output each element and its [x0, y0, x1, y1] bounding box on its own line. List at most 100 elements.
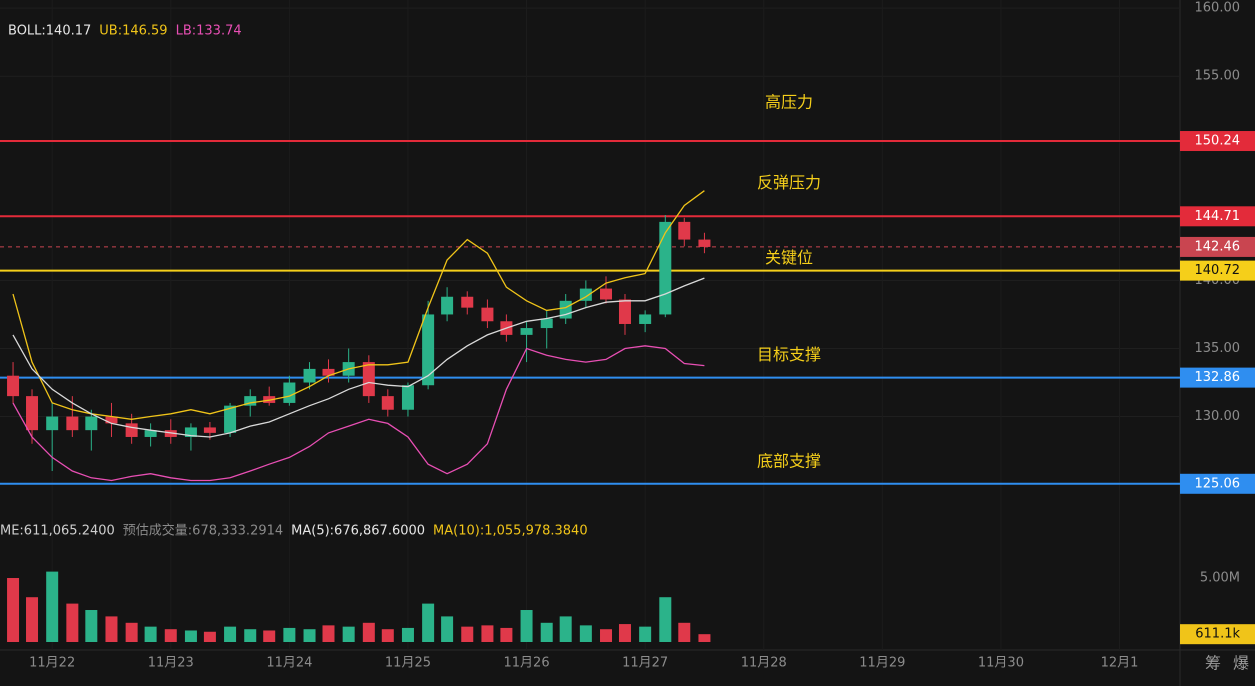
x-tick-label: 11月27	[622, 656, 668, 671]
volume-bar	[322, 625, 335, 642]
candle-body	[203, 427, 216, 433]
volume-bar	[303, 629, 316, 642]
volume-bar	[362, 622, 375, 642]
price-badge	[1180, 206, 1255, 227]
candle-body	[144, 430, 157, 437]
x-tick-label: 11月25	[385, 656, 431, 671]
price-badge	[1180, 367, 1255, 388]
volume-bar	[224, 626, 237, 642]
x-tick-label: 11月30	[978, 656, 1024, 671]
candle-body	[481, 307, 494, 322]
legend-item: LB:133.74	[176, 24, 242, 39]
volume-bar	[381, 629, 394, 642]
price-badge-label: 144.71	[1195, 209, 1241, 224]
candle-body	[26, 396, 39, 431]
level-annotation: 反弹压力	[757, 173, 821, 192]
candle-body	[401, 385, 414, 410]
volume-bar	[46, 571, 59, 642]
x-tick-label: 12月1	[1101, 656, 1139, 671]
volume-bar	[461, 626, 474, 642]
x-tick-label: 11月23	[148, 656, 194, 671]
y-tick-label: 135.00	[1195, 341, 1241, 356]
volume-bar	[678, 622, 691, 642]
candle-body	[422, 314, 435, 386]
price-badge	[1180, 131, 1255, 152]
volume-bar	[618, 624, 631, 642]
boll-line	[12, 345, 705, 482]
candle-body	[540, 318, 553, 329]
candle-body	[283, 382, 296, 403]
candle-body	[461, 296, 474, 308]
volume-bar	[698, 634, 711, 642]
candle-body	[164, 430, 177, 437]
legend-item: BOLL:140.17	[8, 24, 91, 39]
candle-body	[659, 221, 672, 315]
volume-bar	[579, 625, 592, 642]
toolbar-icon: 筹	[1205, 654, 1221, 673]
volume-legend-item: ME:611,065.2400	[0, 524, 115, 539]
volume-bar	[125, 622, 138, 642]
x-tick-label: 11月24	[266, 656, 312, 671]
volume-bar	[659, 597, 672, 642]
candle-body	[85, 416, 98, 431]
volume-legend-item: 预估成交量:678,333.2914	[123, 523, 283, 539]
volume-legend-item: MA(10):1,055,978.3840	[433, 524, 588, 539]
candle-body	[303, 368, 316, 383]
volume-bar	[600, 629, 613, 642]
candle-body	[66, 416, 79, 431]
volume-bar	[422, 603, 435, 642]
volume-bar	[85, 610, 98, 642]
volume-bar	[540, 622, 553, 642]
y-tick-label: 155.00	[1195, 69, 1241, 84]
candle-body	[381, 396, 394, 410]
x-tick-label: 11月26	[504, 656, 550, 671]
volume-bar	[244, 629, 257, 642]
boll-line	[12, 277, 705, 438]
toolbar-icon: 爆	[1233, 654, 1249, 673]
price-badge-label: 142.46	[1195, 239, 1241, 254]
candle-body	[600, 288, 613, 300]
level-annotation: 关键位	[765, 248, 813, 267]
candle-body	[639, 314, 652, 324]
candle-body	[125, 423, 138, 437]
candle-body	[362, 362, 375, 397]
volume-bar	[105, 616, 118, 642]
volume-bar	[164, 629, 177, 642]
vol-tick-label: 5.00M	[1200, 571, 1240, 586]
x-tick-label: 11月22	[29, 656, 75, 671]
boll-line	[12, 190, 705, 420]
price-badge-label: 140.72	[1195, 263, 1241, 278]
volume-bar	[184, 630, 197, 642]
volume-bar	[500, 627, 513, 642]
candle-body	[184, 427, 197, 437]
candle-body	[618, 299, 631, 324]
candle-body	[7, 375, 20, 397]
volume-bar	[26, 597, 39, 642]
price-badge	[1180, 260, 1255, 281]
volume-bar	[263, 630, 276, 642]
volume-bar	[520, 610, 533, 642]
y-tick-label: 160.00	[1195, 1, 1241, 16]
candle-body	[105, 416, 118, 424]
candle-body	[46, 416, 59, 431]
volume-bar	[481, 625, 494, 642]
level-annotation: 高压力	[765, 93, 813, 112]
price-badge-label: 150.24	[1195, 134, 1241, 149]
level-annotation: 底部支撑	[757, 451, 821, 470]
candle-body	[441, 296, 454, 315]
legend-item: UB:146.59	[99, 24, 167, 39]
candle-body	[520, 328, 533, 335]
volume-bar	[144, 626, 157, 642]
price-badge	[1180, 473, 1255, 494]
x-tick-label: 11月28	[741, 656, 787, 671]
y-tick-label: 130.00	[1195, 409, 1241, 424]
candle-body	[244, 396, 257, 406]
volume-bar	[203, 631, 216, 642]
volume-bar	[401, 627, 414, 642]
level-annotation: 目标支撑	[757, 345, 821, 364]
candle-body	[322, 368, 335, 376]
volume-bar	[283, 627, 296, 642]
candle-body	[678, 221, 691, 240]
candle-body	[698, 239, 711, 247]
